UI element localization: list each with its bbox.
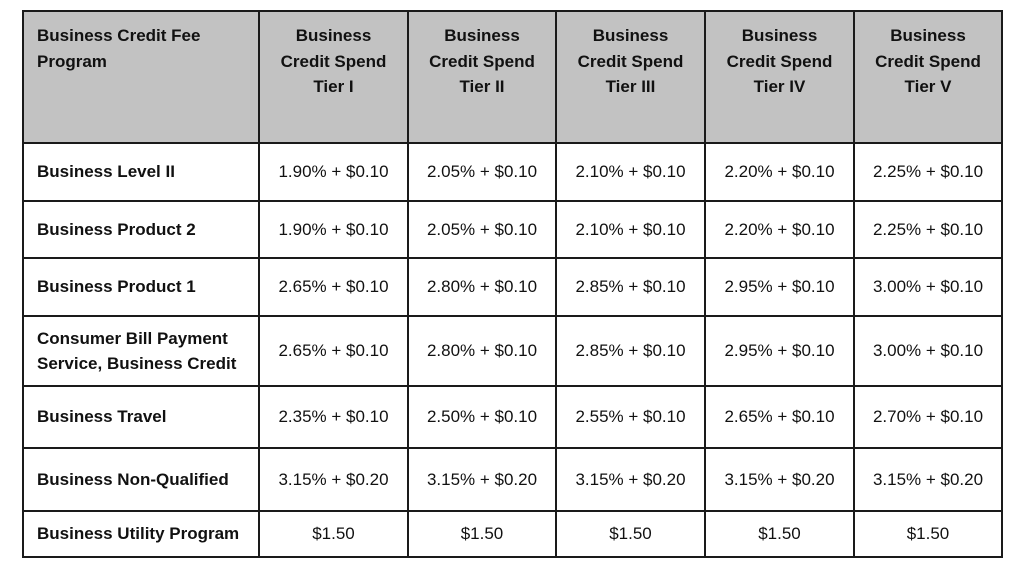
fee-cell: 2.85% + $0.10: [555, 315, 706, 387]
header-cell-tier-4-label: Business Credit Spend Tier IV: [726, 26, 833, 96]
fee-cell: 2.20% + $0.10: [704, 200, 855, 259]
table-row-business-travel: Business Travel 2.35% + $0.10 2.50% + $0…: [22, 385, 1003, 449]
fee-cell: 2.65% + $0.10: [258, 315, 409, 387]
table-header-row: Business Credit Fee Program Business Cre…: [22, 10, 1003, 144]
fee-cell: 3.15% + $0.20: [407, 447, 557, 512]
fee-cell: 2.25% + $0.10: [853, 200, 1003, 259]
fee-cell: 2.95% + $0.10: [704, 257, 855, 317]
table-row-business-utility-program: Business Utility Program $1.50 $1.50 $1.…: [22, 510, 1003, 558]
fee-cell: 3.00% + $0.10: [853, 257, 1003, 317]
fee-cell: 1.90% + $0.10: [258, 200, 409, 259]
fee-cell: 2.85% + $0.10: [555, 257, 706, 317]
fee-cell: 2.80% + $0.10: [407, 257, 557, 317]
header-cell-program: Business Credit Fee Program: [22, 10, 260, 144]
fee-cell: 3.15% + $0.20: [258, 447, 409, 512]
fee-cell: $1.50: [407, 510, 557, 558]
header-cell-tier-2-label: Business Credit Spend Tier II: [429, 26, 535, 96]
fee-cell: 2.55% + $0.10: [555, 385, 706, 449]
header-cell-tier-3-label: Business Credit Spend Tier III: [577, 26, 684, 96]
row-label: Business Non-Qualified: [22, 447, 260, 512]
fee-cell: 2.20% + $0.10: [704, 142, 855, 202]
fee-cell: 2.05% + $0.10: [407, 200, 557, 259]
table-row-business-product-1: Business Product 1 2.65% + $0.10 2.80% +…: [22, 257, 1003, 317]
fee-cell: 2.05% + $0.10: [407, 142, 557, 202]
fee-cell: 2.25% + $0.10: [853, 142, 1003, 202]
fee-cell: $1.50: [853, 510, 1003, 558]
table-row-business-product-2: Business Product 2 1.90% + $0.10 2.05% +…: [22, 200, 1003, 259]
header-cell-tier-3: Business Credit Spend Tier III: [555, 10, 706, 144]
fee-cell: 3.00% + $0.10: [853, 315, 1003, 387]
header-cell-tier-5: Business Credit Spend Tier V: [853, 10, 1003, 144]
fee-cell: 2.50% + $0.10: [407, 385, 557, 449]
fee-cell: 3.15% + $0.20: [704, 447, 855, 512]
fee-cell: 3.15% + $0.20: [853, 447, 1003, 512]
fee-cell: 1.90% + $0.10: [258, 142, 409, 202]
fee-cell: 2.95% + $0.10: [704, 315, 855, 387]
business-credit-fee-table: Business Credit Fee Program Business Cre…: [22, 10, 1003, 558]
table-row-consumer-bill-payment: Consumer Bill Payment Service, Business …: [22, 315, 1003, 387]
fee-cell: 2.10% + $0.10: [555, 200, 706, 259]
fee-cell: 2.65% + $0.10: [258, 257, 409, 317]
table-row-business-level-ii: Business Level II 1.90% + $0.10 2.05% + …: [22, 142, 1003, 202]
header-cell-tier-4: Business Credit Spend Tier IV: [704, 10, 855, 144]
fee-cell: 2.10% + $0.10: [555, 142, 706, 202]
fee-cell: $1.50: [555, 510, 706, 558]
fee-cell: $1.50: [704, 510, 855, 558]
fee-cell: 3.15% + $0.20: [555, 447, 706, 512]
row-label: Business Utility Program: [22, 510, 260, 558]
row-label: Consumer Bill Payment Service, Business …: [22, 315, 260, 387]
table-row-business-non-qualified: Business Non-Qualified 3.15% + $0.20 3.1…: [22, 447, 1003, 512]
row-label: Business Level II: [22, 142, 260, 202]
fee-cell: 2.70% + $0.10: [853, 385, 1003, 449]
header-cell-tier-1-label: Business Credit Spend Tier I: [280, 26, 387, 96]
fee-cell: 2.80% + $0.10: [407, 315, 557, 387]
fee-cell: 2.35% + $0.10: [258, 385, 409, 449]
row-label: Business Travel: [22, 385, 260, 449]
row-label: Business Product 1: [22, 257, 260, 317]
header-cell-tier-5-label: Business Credit Spend Tier V: [875, 26, 981, 96]
row-label: Business Product 2: [22, 200, 260, 259]
header-cell-tier-1: Business Credit Spend Tier I: [258, 10, 409, 144]
fee-cell: $1.50: [258, 510, 409, 558]
header-cell-tier-2: Business Credit Spend Tier II: [407, 10, 557, 144]
fee-cell: 2.65% + $0.10: [704, 385, 855, 449]
